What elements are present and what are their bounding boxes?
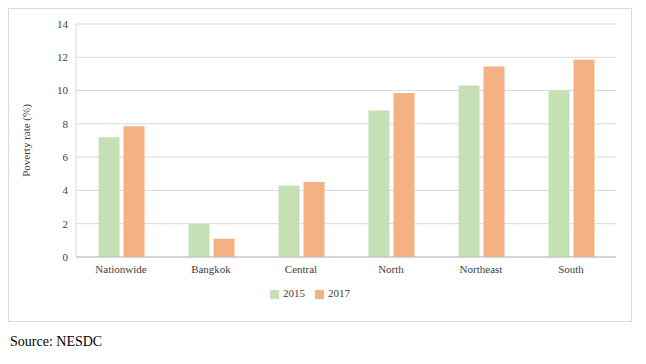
svg-text:10: 10 [57, 84, 69, 96]
svg-text:0: 0 [63, 251, 69, 263]
svg-text:4: 4 [63, 184, 69, 196]
html-text:2015: 2015 [283, 287, 305, 299]
svg-text:North: North [378, 263, 404, 275]
svg-text:Nationwide: Nationwide [95, 263, 146, 275]
svg-text:14: 14 [57, 18, 69, 30]
svg-text:South: South [558, 263, 584, 275]
svg-text:2: 2 [63, 218, 69, 230]
svg-text:12: 12 [57, 51, 68, 63]
svg-text:Northeast: Northeast [460, 263, 503, 275]
html-text:Source: NESDC: Source: NESDC [10, 334, 103, 349]
svg-text:Bangkok: Bangkok [191, 263, 231, 275]
html-text:2017: 2017 [328, 287, 350, 299]
svg-text:Central: Central [285, 263, 317, 275]
svg-text:6: 6 [63, 151, 69, 163]
svg-text:Poverty rate (%): Poverty rate (%) [20, 104, 33, 177]
svg-text:8: 8 [63, 118, 69, 130]
